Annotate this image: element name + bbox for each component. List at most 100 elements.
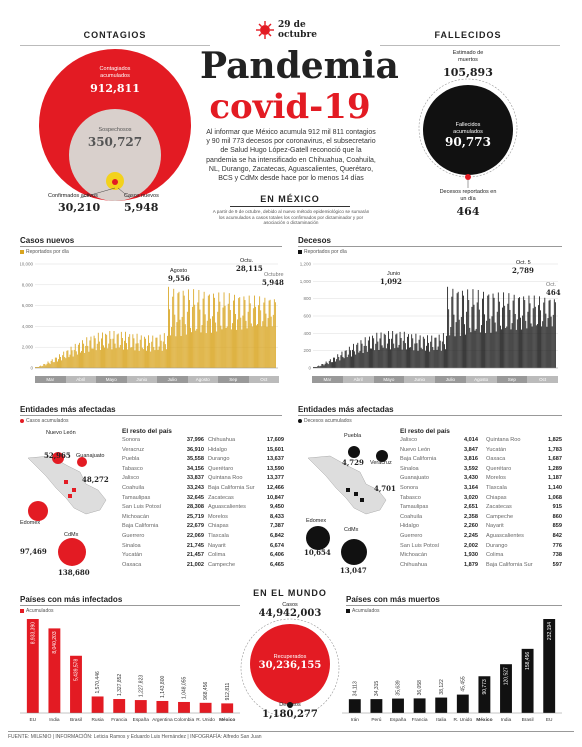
daily-bar [205,333,207,368]
state-name: Chiapas [486,494,507,501]
daily-bar [333,357,334,368]
daily-bar [511,323,513,368]
mundo-decesos-label: Decesos [279,702,301,708]
paises-muertos-legend-label: Acumulados [352,608,380,614]
daily-bar [389,338,390,368]
state-name: Tlaxcala [208,532,229,539]
daily-bar [229,309,231,368]
daily-bar [341,351,343,368]
daily-bar [206,320,208,368]
country-value-label: 34,315 [374,681,380,697]
daily-bar [141,347,143,368]
daily-bar [489,318,491,368]
state-name: Nuevo León [400,446,431,453]
state-value: 37,996 [186,437,204,443]
casos-peak-3-value: 5,948 [262,278,284,287]
state-row: San Luis Potosí 2,002 [400,542,478,552]
daily-bar [313,366,314,368]
resto-casos-title: El resto del país [122,428,172,435]
state-row: Tamaulipas 2,651 [400,503,478,513]
daily-bar [151,341,153,368]
daily-bar [373,338,375,368]
daily-bar [423,338,425,368]
daily-bar [211,332,212,368]
daily-bar [126,343,127,368]
daily-bar [509,309,511,368]
map-casos-nl-name: Nuevo León [46,430,76,436]
entidades-casos-legend-label: Casos acumulados [26,418,69,424]
paises-infectados-legend-label: Acumulados [26,608,54,614]
daily-bar [150,351,152,368]
state-value: 34,156 [186,465,204,472]
daily-bar [209,318,211,368]
daily-bar [367,340,369,368]
daily-bar [514,313,516,368]
state-row: Baja California 3,816 [400,455,478,465]
daily-bar [219,301,221,368]
country-value-label: 1,143,800 [160,676,166,698]
casos-month: Agosto [187,376,218,383]
daily-bar [57,361,58,368]
state-name: Tabasco [400,494,421,501]
daily-bar [76,354,78,368]
daily-bar [163,333,165,368]
daily-bar [155,337,157,368]
state-value: 13,377 [266,475,284,482]
entidades-casos-legend: Casos acumulados [20,418,69,424]
daily-bar [140,335,142,368]
state-row: Querétaro 1,289 [486,465,562,475]
state-name: Baja California [122,523,159,530]
daily-bar [453,314,455,368]
country-bar [348,699,361,713]
credits: FUENTE: MILENIO | INFORMACIÓN: Leticia R… [8,734,262,740]
contagios-title: CONTAGIOS [83,30,147,40]
state-name: Aguascalientes [208,504,246,511]
state-value: 22,069 [186,532,204,539]
daily-bar [492,293,494,368]
daily-bar [463,295,464,368]
state-value: 1,879 [464,561,478,568]
daily-bar [164,344,166,368]
daily-bar [472,289,474,368]
country-bar [543,619,556,713]
state-row: Chiapas 1,068 [486,494,562,504]
daily-bar [94,338,96,368]
daily-bar [349,350,351,368]
daily-bar [234,294,235,368]
y-tick-label: 0 [30,366,33,371]
daily-bar [176,322,178,368]
daily-bar [318,365,320,368]
daily-bar [93,335,95,368]
daily-bar [421,349,423,368]
daily-bar [106,334,108,368]
state-name: Tlaxcala [486,484,507,491]
daily-bar [257,324,258,368]
daily-bar [194,304,196,368]
state-row: Sinaloa 3,592 [400,465,478,475]
daily-bar [531,326,533,368]
daily-bar [360,340,362,368]
daily-bar [445,349,446,368]
paises-infectados-legend: Acumulados [20,608,54,614]
country-label: Brasil [522,717,534,723]
daily-bar [170,335,172,368]
daily-bar [546,326,548,368]
daily-bar [82,340,83,368]
map-muertes-puebla-value: 4,729 [342,458,364,467]
map-muertes-edomex-name: Edomex [306,518,327,524]
daily-bar [545,313,547,368]
daily-bar [348,346,350,368]
state-name: Oaxaca [122,561,142,568]
state-row: Tabasco 3,020 [400,494,478,504]
daily-bar [246,328,248,368]
country-label: India [501,717,512,723]
decesos-peak-1-label: Junio [387,271,401,277]
daily-bar [515,329,517,368]
daily-bar [551,326,553,368]
daily-bar [536,324,538,368]
daily-bar [216,331,218,368]
state-row: Michoacán 25,719 [122,513,204,523]
daily-bar [431,335,433,368]
country-label: India [49,717,60,723]
daily-bar [479,332,481,368]
